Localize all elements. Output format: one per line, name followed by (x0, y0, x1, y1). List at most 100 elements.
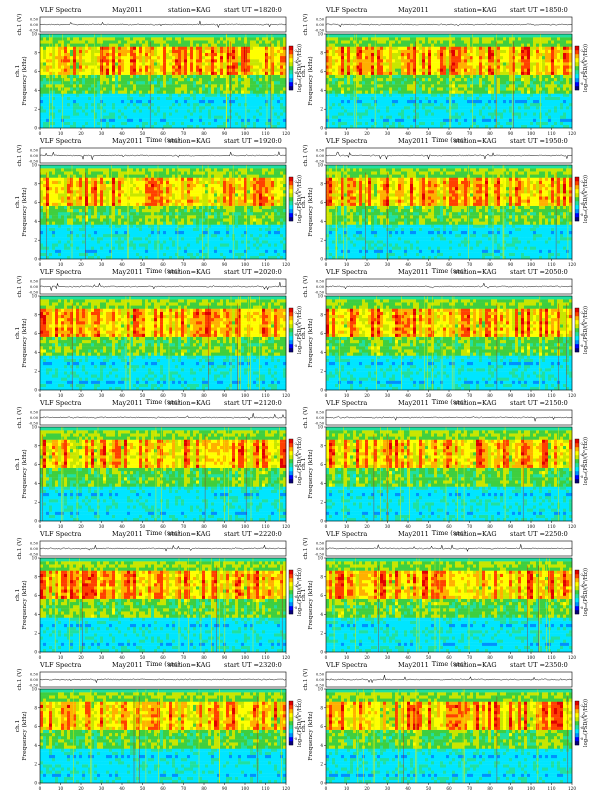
spectrogram-cell (208, 43, 211, 46)
spectrogram-cell (181, 81, 184, 84)
spectrogram-cell (118, 115, 121, 118)
spectrogram-cell (350, 72, 353, 75)
spectrogram-cell (536, 81, 539, 84)
spectrogram-cell (43, 72, 46, 75)
spectrogram-cell (202, 106, 205, 109)
spectrogram-cell (172, 47, 175, 50)
spectrogram-cell (40, 43, 43, 46)
spectrogram-cell (362, 90, 365, 93)
spectrogram-cell (172, 43, 175, 46)
spectrogram-cell (506, 109, 509, 112)
spectrogram-cell (88, 65, 91, 68)
spectrogram-cell (395, 84, 398, 87)
spectrogram-cell (497, 109, 500, 112)
spectrogram-cell (199, 122, 202, 125)
spectrogram-cell (560, 119, 563, 122)
spectrogram-cell (172, 106, 175, 109)
spectrogram-cell (259, 81, 262, 84)
spectrogram-cell (58, 103, 61, 106)
spectrogram-cell (253, 100, 256, 103)
spectrogram-cell (259, 112, 262, 115)
spectrogram-cell (91, 112, 94, 115)
spectrogram-cell (202, 47, 205, 50)
spectrogram-cell (485, 87, 488, 90)
spectrogram-cell (112, 119, 115, 122)
spectrogram-cell (67, 72, 70, 75)
spectrogram-cell (407, 65, 410, 68)
spectrogram-cell (533, 119, 536, 122)
spectrogram-cell (545, 40, 548, 43)
spectrogram-cell (476, 94, 479, 97)
spectrogram-cell (434, 90, 437, 93)
spectrogram-cell (410, 112, 413, 115)
spectrogram-cell (464, 56, 467, 59)
spectrogram-cell (545, 87, 548, 90)
spectrogram-cell (97, 62, 100, 65)
spectrogram-cell (238, 103, 241, 106)
spectrogram-cell (509, 43, 512, 46)
spectrogram-cell (97, 47, 100, 50)
spectrogram-cell (500, 112, 503, 115)
spectrogram-cell (530, 50, 533, 53)
spectrogram-cell (491, 115, 494, 118)
spectrogram-cell (407, 40, 410, 43)
spectrogram-cell (220, 72, 223, 75)
spectrogram-cell (193, 62, 196, 65)
spectrogram-cell (241, 84, 244, 87)
spectrogram-cell (193, 34, 196, 37)
spectrogram-cell (485, 112, 488, 115)
spectrogram-cell (557, 81, 560, 84)
spectrogram-cell (344, 56, 347, 59)
spectrogram-cell (338, 109, 341, 112)
spectrogram-cell (109, 62, 112, 65)
spectrogram-cell (452, 81, 455, 84)
spectrogram-cell (256, 122, 259, 125)
spectrogram-cell (148, 37, 151, 40)
spectrogram-cell (368, 62, 371, 65)
spectrogram-cell (43, 115, 46, 118)
spectrogram-cell (223, 112, 226, 115)
spectrogram-cell (241, 122, 244, 125)
spectrogram-cell (566, 56, 569, 59)
spectrogram-cell (115, 34, 118, 37)
spectrogram-cell (365, 65, 368, 68)
spectrogram-cell (518, 119, 521, 122)
spectrogram-cell (560, 72, 563, 75)
spectrogram-cell (55, 50, 58, 53)
spectrogram-cell (332, 122, 335, 125)
spectrogram-cell (142, 115, 145, 118)
spectrogram-cell (428, 112, 431, 115)
spectrogram-cell (100, 65, 103, 68)
spectrogram-cell (220, 112, 223, 115)
spectrogram-cell (530, 90, 533, 93)
spectrogram-cell (401, 50, 404, 53)
spectrogram-cell (554, 103, 557, 106)
spectrogram-cell (377, 50, 380, 53)
spectrogram-cell (46, 97, 49, 100)
spectrogram-cell (548, 87, 551, 90)
spectrogram-cell (157, 106, 160, 109)
spectrogram-cell (238, 94, 241, 97)
spectrogram-cell (437, 37, 440, 40)
spectrogram-cell (55, 56, 58, 59)
spectrogram-cell (566, 119, 569, 122)
spectrogram-cell (208, 90, 211, 93)
spectrogram-cell (410, 94, 413, 97)
spectrogram-cell (250, 97, 253, 100)
spectrogram-cell (365, 37, 368, 40)
spectrogram-cell (380, 68, 383, 71)
spectrogram-cell (118, 47, 121, 50)
spectrogram-cell (169, 87, 172, 90)
spectrogram-cell (262, 34, 265, 37)
spectrogram-cell (395, 87, 398, 90)
spectrogram-cell (232, 65, 235, 68)
spectrogram-cell (428, 100, 431, 103)
spectrogram-cell (461, 94, 464, 97)
spectrogram-cell (434, 72, 437, 75)
spectrogram-cell (368, 59, 371, 62)
spectrogram-cell (106, 78, 109, 81)
spectrogram-cell (136, 53, 139, 56)
spectrogram-cell (548, 100, 551, 103)
spectrogram-cell (151, 106, 154, 109)
spectrogram-cell (545, 62, 548, 65)
